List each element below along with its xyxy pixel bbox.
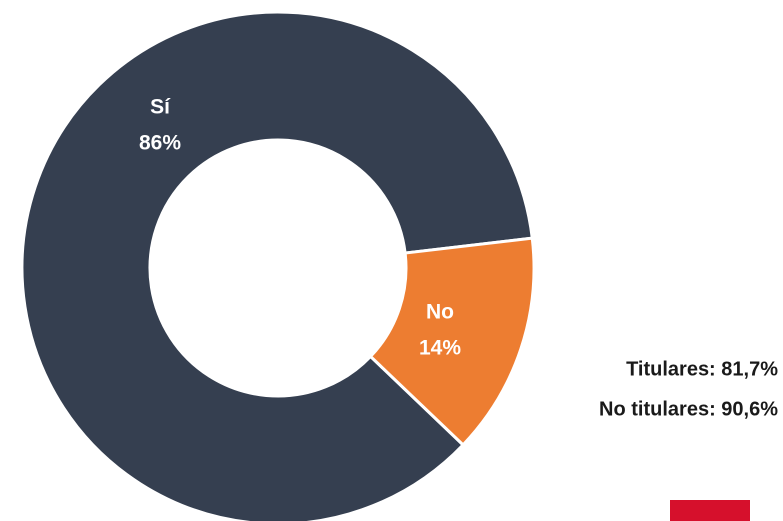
- slice: [20, 10, 534, 521]
- slice-category: No: [426, 301, 454, 324]
- donut: [20, 10, 536, 521]
- annotation: Titulares: 81,7%: [626, 358, 778, 380]
- slice-value: 86%: [139, 132, 181, 155]
- annotation: No titulares: 90,6%: [599, 398, 778, 420]
- slice-value: 14%: [419, 337, 461, 360]
- decor-bar: [670, 500, 750, 521]
- slice: [368, 236, 536, 447]
- slice-category: Sí: [150, 96, 171, 119]
